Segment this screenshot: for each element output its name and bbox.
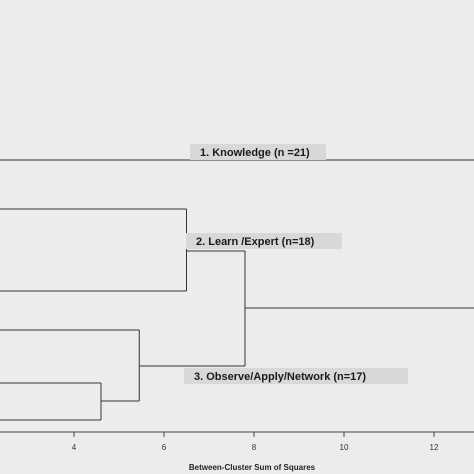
cluster-label-observe-apply-network-text: 3. Observe/Apply/Network (n=17) [194,371,366,383]
cluster-label-knowledge: 1. Knowledge (n =21) [190,144,326,160]
x-tick-label: 6 [162,443,167,452]
cluster-label-learn-expert-text: 2. Learn /Expert (n=18) [196,236,315,248]
x-tick-label: 12 [430,443,439,452]
cluster-label-knowledge-bg [190,144,326,160]
x-tick-label: 8 [252,443,257,452]
cluster-label-observe-apply-network: 3. Observe/Apply/Network (n=17) [184,368,408,384]
cluster-label-learn-expert: 2. Learn /Expert (n=18) [186,233,342,249]
cluster-label-learn-expert-bg [186,233,342,249]
cluster-label-knowledge-text: 1. Knowledge (n =21) [200,147,310,159]
x-axis: 4 6 8 10 12 Between-Cluster Sum of Squares [0,431,474,472]
dendrogram-lines [0,159,474,421]
x-tick-label: 4 [72,443,77,452]
cluster-labels: 1. Knowledge (n =21) 2. Learn /Expert (n=… [184,144,408,384]
x-axis-title: Between-Cluster Sum of Squares [189,463,316,472]
cluster-label-observe-apply-network-bg [184,368,408,384]
x-tick-label: 10 [340,443,349,452]
